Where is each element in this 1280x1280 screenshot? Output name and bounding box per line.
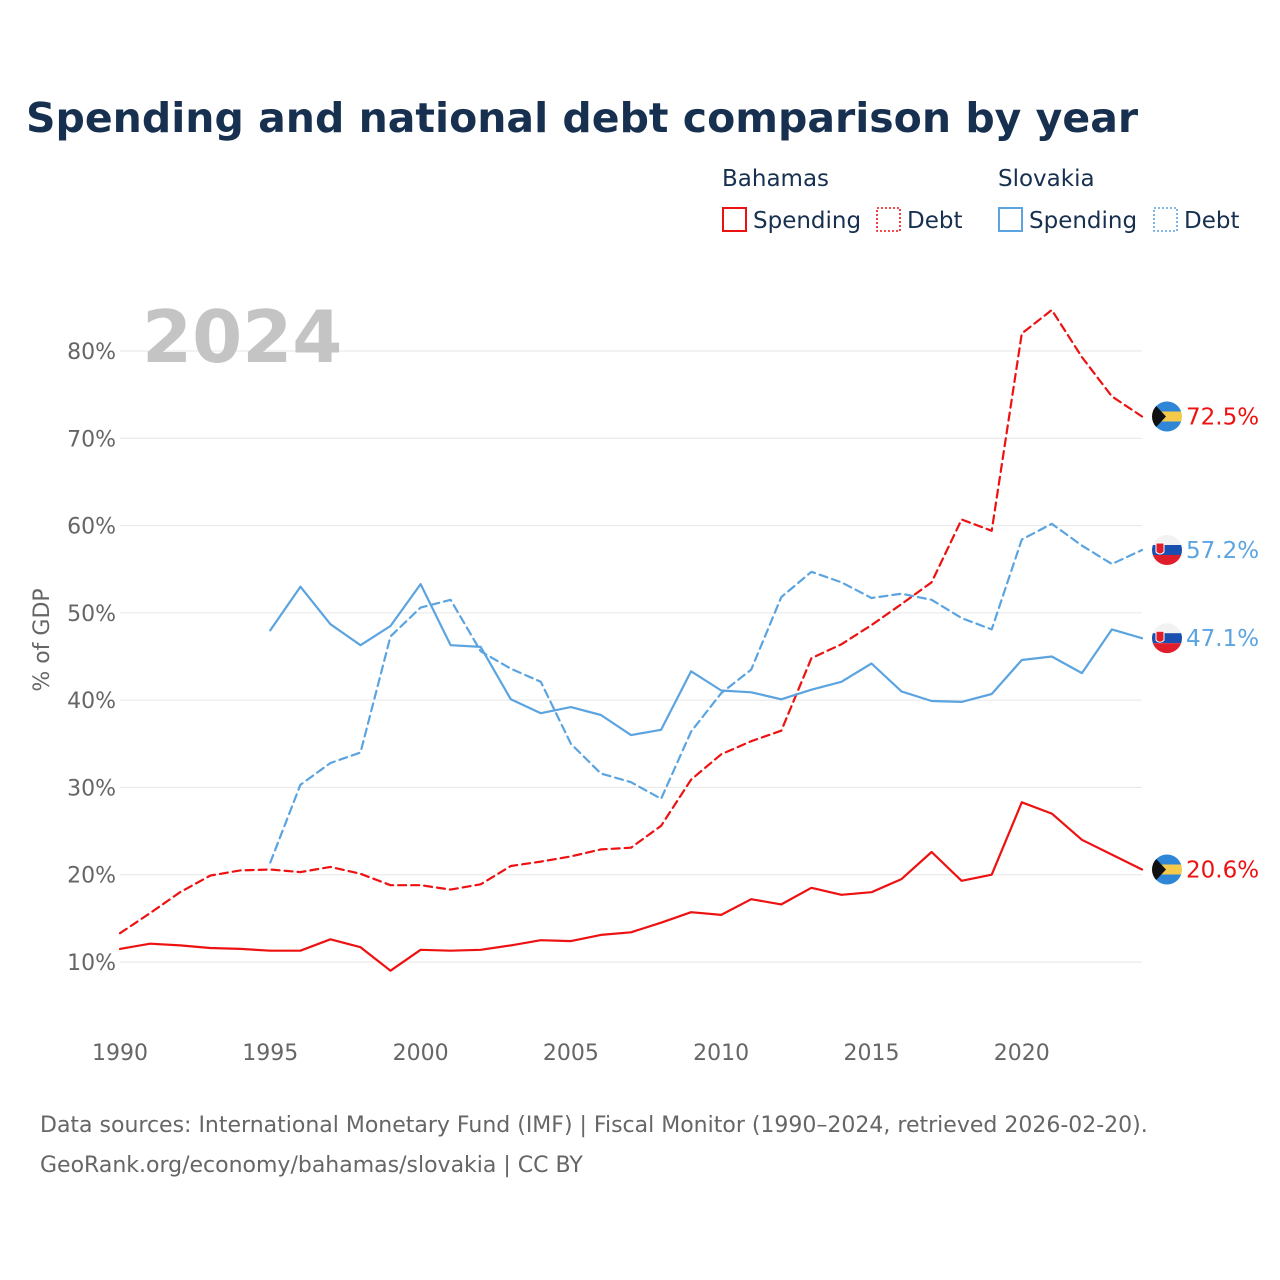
legend-item-bahamas-spending: Spending xyxy=(753,208,861,234)
y-axis-ticks: 10% 20% 30% 40% 50% 60% 70% 80% xyxy=(67,340,116,976)
x-tick-label: 1995 xyxy=(242,1041,298,1066)
y-axis-label: % of GDP xyxy=(30,588,55,691)
y-tick-label: 20% xyxy=(67,864,116,889)
x-tick-label: 1990 xyxy=(92,1041,148,1066)
flag-slovakia-icon xyxy=(1152,623,1182,654)
x-tick-label: 2010 xyxy=(693,1041,749,1066)
y-tick-label: 60% xyxy=(67,515,116,540)
legend-swatch-bahamas-debt xyxy=(876,207,901,232)
source-line-2: GeoRank.org/economy/bahamas/slovakia | C… xyxy=(40,1153,583,1178)
flag-bahamas-icon xyxy=(1152,854,1182,885)
series-line-bahamas-spending xyxy=(118,801,1144,972)
y-tick-label: 10% xyxy=(67,951,116,976)
year-overlay: 2024 xyxy=(142,295,342,379)
flag-bahamas-icon xyxy=(1152,401,1182,432)
x-tick-label: 2000 xyxy=(393,1041,449,1066)
legend-group-slovakia: Slovakia xyxy=(998,166,1095,192)
end-value-label: 57.2% xyxy=(1186,538,1259,564)
y-tick-label: 70% xyxy=(67,427,116,452)
legend: Bahamas Slovakia Spending Debt Spending … xyxy=(722,166,1239,234)
gridlines xyxy=(120,350,1142,963)
end-value-label: 20.6% xyxy=(1186,858,1259,884)
end-markers: 72.5% 57.2% 47.1% 20.6% xyxy=(1152,401,1259,885)
series-lines xyxy=(118,308,1144,972)
legend-swatch-slovakia-spending xyxy=(998,207,1023,232)
series-line-bahamas-debt xyxy=(118,308,1144,935)
y-tick-label: 50% xyxy=(67,602,116,627)
legend-group-bahamas: Bahamas xyxy=(722,166,829,192)
legend-swatch-bahamas-spending xyxy=(722,207,747,232)
source-line-1: Data sources: International Monetary Fun… xyxy=(40,1113,1148,1138)
legend-item-slovakia-spending: Spending xyxy=(1029,208,1137,234)
flag-slovakia-icon xyxy=(1152,535,1182,565)
y-tick-label: 40% xyxy=(67,689,116,714)
legend-item-bahamas-debt: Debt xyxy=(907,208,962,234)
y-tick-label: 80% xyxy=(67,340,116,365)
y-tick-label: 30% xyxy=(67,776,116,801)
x-tick-label: 2015 xyxy=(843,1041,899,1066)
x-tick-label: 2020 xyxy=(994,1041,1050,1066)
legend-swatch-slovakia-debt xyxy=(1153,207,1178,232)
end-value-label: 47.1% xyxy=(1186,626,1259,652)
series-line-slovakia-spending xyxy=(269,582,1144,737)
x-axis-ticks: 1990 1995 2000 2005 2010 2015 2020 xyxy=(92,1041,1050,1066)
legend-item-slovakia-debt: Debt xyxy=(1184,208,1239,234)
chart-title: Spending and national debt comparison by… xyxy=(26,94,1139,142)
x-tick-label: 2005 xyxy=(543,1041,599,1066)
series-line-slovakia-debt xyxy=(269,522,1144,864)
end-value-label: 72.5% xyxy=(1186,405,1259,431)
